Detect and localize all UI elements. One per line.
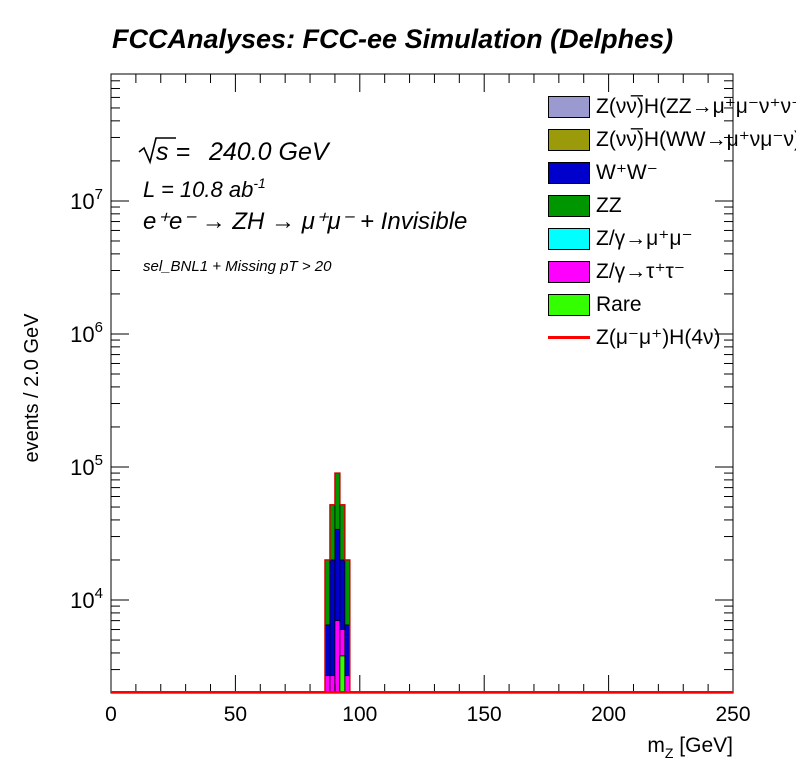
legend-swatch bbox=[548, 96, 590, 118]
bar-1-ww bbox=[329, 559, 336, 694]
legend-item: Rare bbox=[548, 292, 796, 316]
svg-text:s =: s = bbox=[156, 138, 190, 166]
legend-label: W⁺W⁻ bbox=[596, 161, 658, 184]
y-tick-label: 107 bbox=[70, 186, 103, 214]
x-tick-label: 200 bbox=[591, 703, 626, 726]
bar-4-z bbox=[344, 675, 351, 694]
x-tick-label: 100 bbox=[342, 703, 377, 726]
legend-label: ZZ bbox=[596, 194, 622, 217]
legend-swatch bbox=[548, 294, 590, 316]
legend-item: W⁺W⁻ bbox=[548, 160, 796, 184]
x-tick-label: 50 bbox=[224, 703, 247, 726]
bar-2-z bbox=[334, 620, 341, 694]
legend-swatch bbox=[548, 261, 590, 283]
legend-item: Z(νν̅)H(ZZ→μ⁺μ⁻ν⁺ν⁻) bbox=[548, 94, 796, 118]
y-tick-label: 106 bbox=[70, 319, 103, 347]
x-axis-label: mZ [GeV] bbox=[647, 734, 733, 761]
legend-label: Z/γ→τ⁺τ⁻ bbox=[596, 260, 685, 283]
sqrt-s-annotation: s = 240.0 GeV bbox=[138, 137, 331, 166]
process-text: e⁺e⁻ → ZH → μ⁺μ⁻ + Invisible bbox=[143, 208, 467, 235]
x-tick-label: 150 bbox=[467, 703, 502, 726]
bar-1-z bbox=[329, 675, 336, 694]
legend-item: Z/γ→τ⁺τ⁻ bbox=[548, 259, 796, 283]
sqrt-symbol-icon bbox=[138, 137, 176, 165]
axis-ticks: 0 50 100 150 200 250 104 105 106 107 bbox=[70, 73, 751, 726]
y-tick-label: 104 bbox=[70, 585, 103, 613]
y-tick-label: 105 bbox=[70, 452, 103, 480]
legend-label: Z/γ→μ⁺μ⁻ bbox=[596, 227, 693, 250]
legend-label: Rare bbox=[596, 293, 642, 316]
legend-item: Z(νν̅)H(WW→μ⁺νμ⁻ν) bbox=[548, 127, 796, 151]
x-tick-label: 0 bbox=[105, 703, 117, 726]
legend-label: Z(μ⁻μ⁺)H(4ν) bbox=[596, 326, 721, 349]
legend-line-swatch bbox=[548, 336, 590, 339]
y-axis-label: events / 2.0 GeV bbox=[21, 313, 43, 463]
legend-swatch bbox=[548, 195, 590, 217]
legend: Z(νν̅)H(ZZ→μ⁺μ⁻ν⁺ν⁻) Z(νν̅)H(WW→μ⁺νμ⁻ν) W⁺… bbox=[548, 94, 796, 364]
stack-outline bbox=[324, 472, 351, 693]
selection-text: sel_BNL1 + Missing pT > 20 bbox=[143, 258, 332, 275]
legend-item: Z(μ⁻μ⁺)H(4ν) bbox=[548, 325, 796, 349]
legend-swatch bbox=[548, 162, 590, 184]
bar-0-z bbox=[324, 675, 331, 694]
sqrt-s-value: 240.0 GeV bbox=[208, 138, 331, 166]
legend-label: Z(νν̅)H(WW→μ⁺νμ⁻ν) bbox=[596, 128, 796, 151]
legend-label: Z(νν̅)H(ZZ→μ⁺μ⁻ν⁺ν⁻) bbox=[596, 95, 796, 118]
chart-title: FCCAnalyses: FCC-ee Simulation (Delphes) bbox=[112, 24, 673, 54]
legend-item: ZZ bbox=[548, 193, 796, 217]
legend-swatch bbox=[548, 129, 590, 151]
bar-3-rare bbox=[339, 655, 346, 694]
legend-swatch bbox=[548, 228, 590, 250]
legend-item: Z/γ→μ⁺μ⁻ bbox=[548, 226, 796, 250]
histogram-bars bbox=[324, 472, 351, 694]
x-tick-label: 250 bbox=[715, 703, 750, 726]
lumi-text: L = 10.8 ab-1 bbox=[143, 175, 266, 202]
